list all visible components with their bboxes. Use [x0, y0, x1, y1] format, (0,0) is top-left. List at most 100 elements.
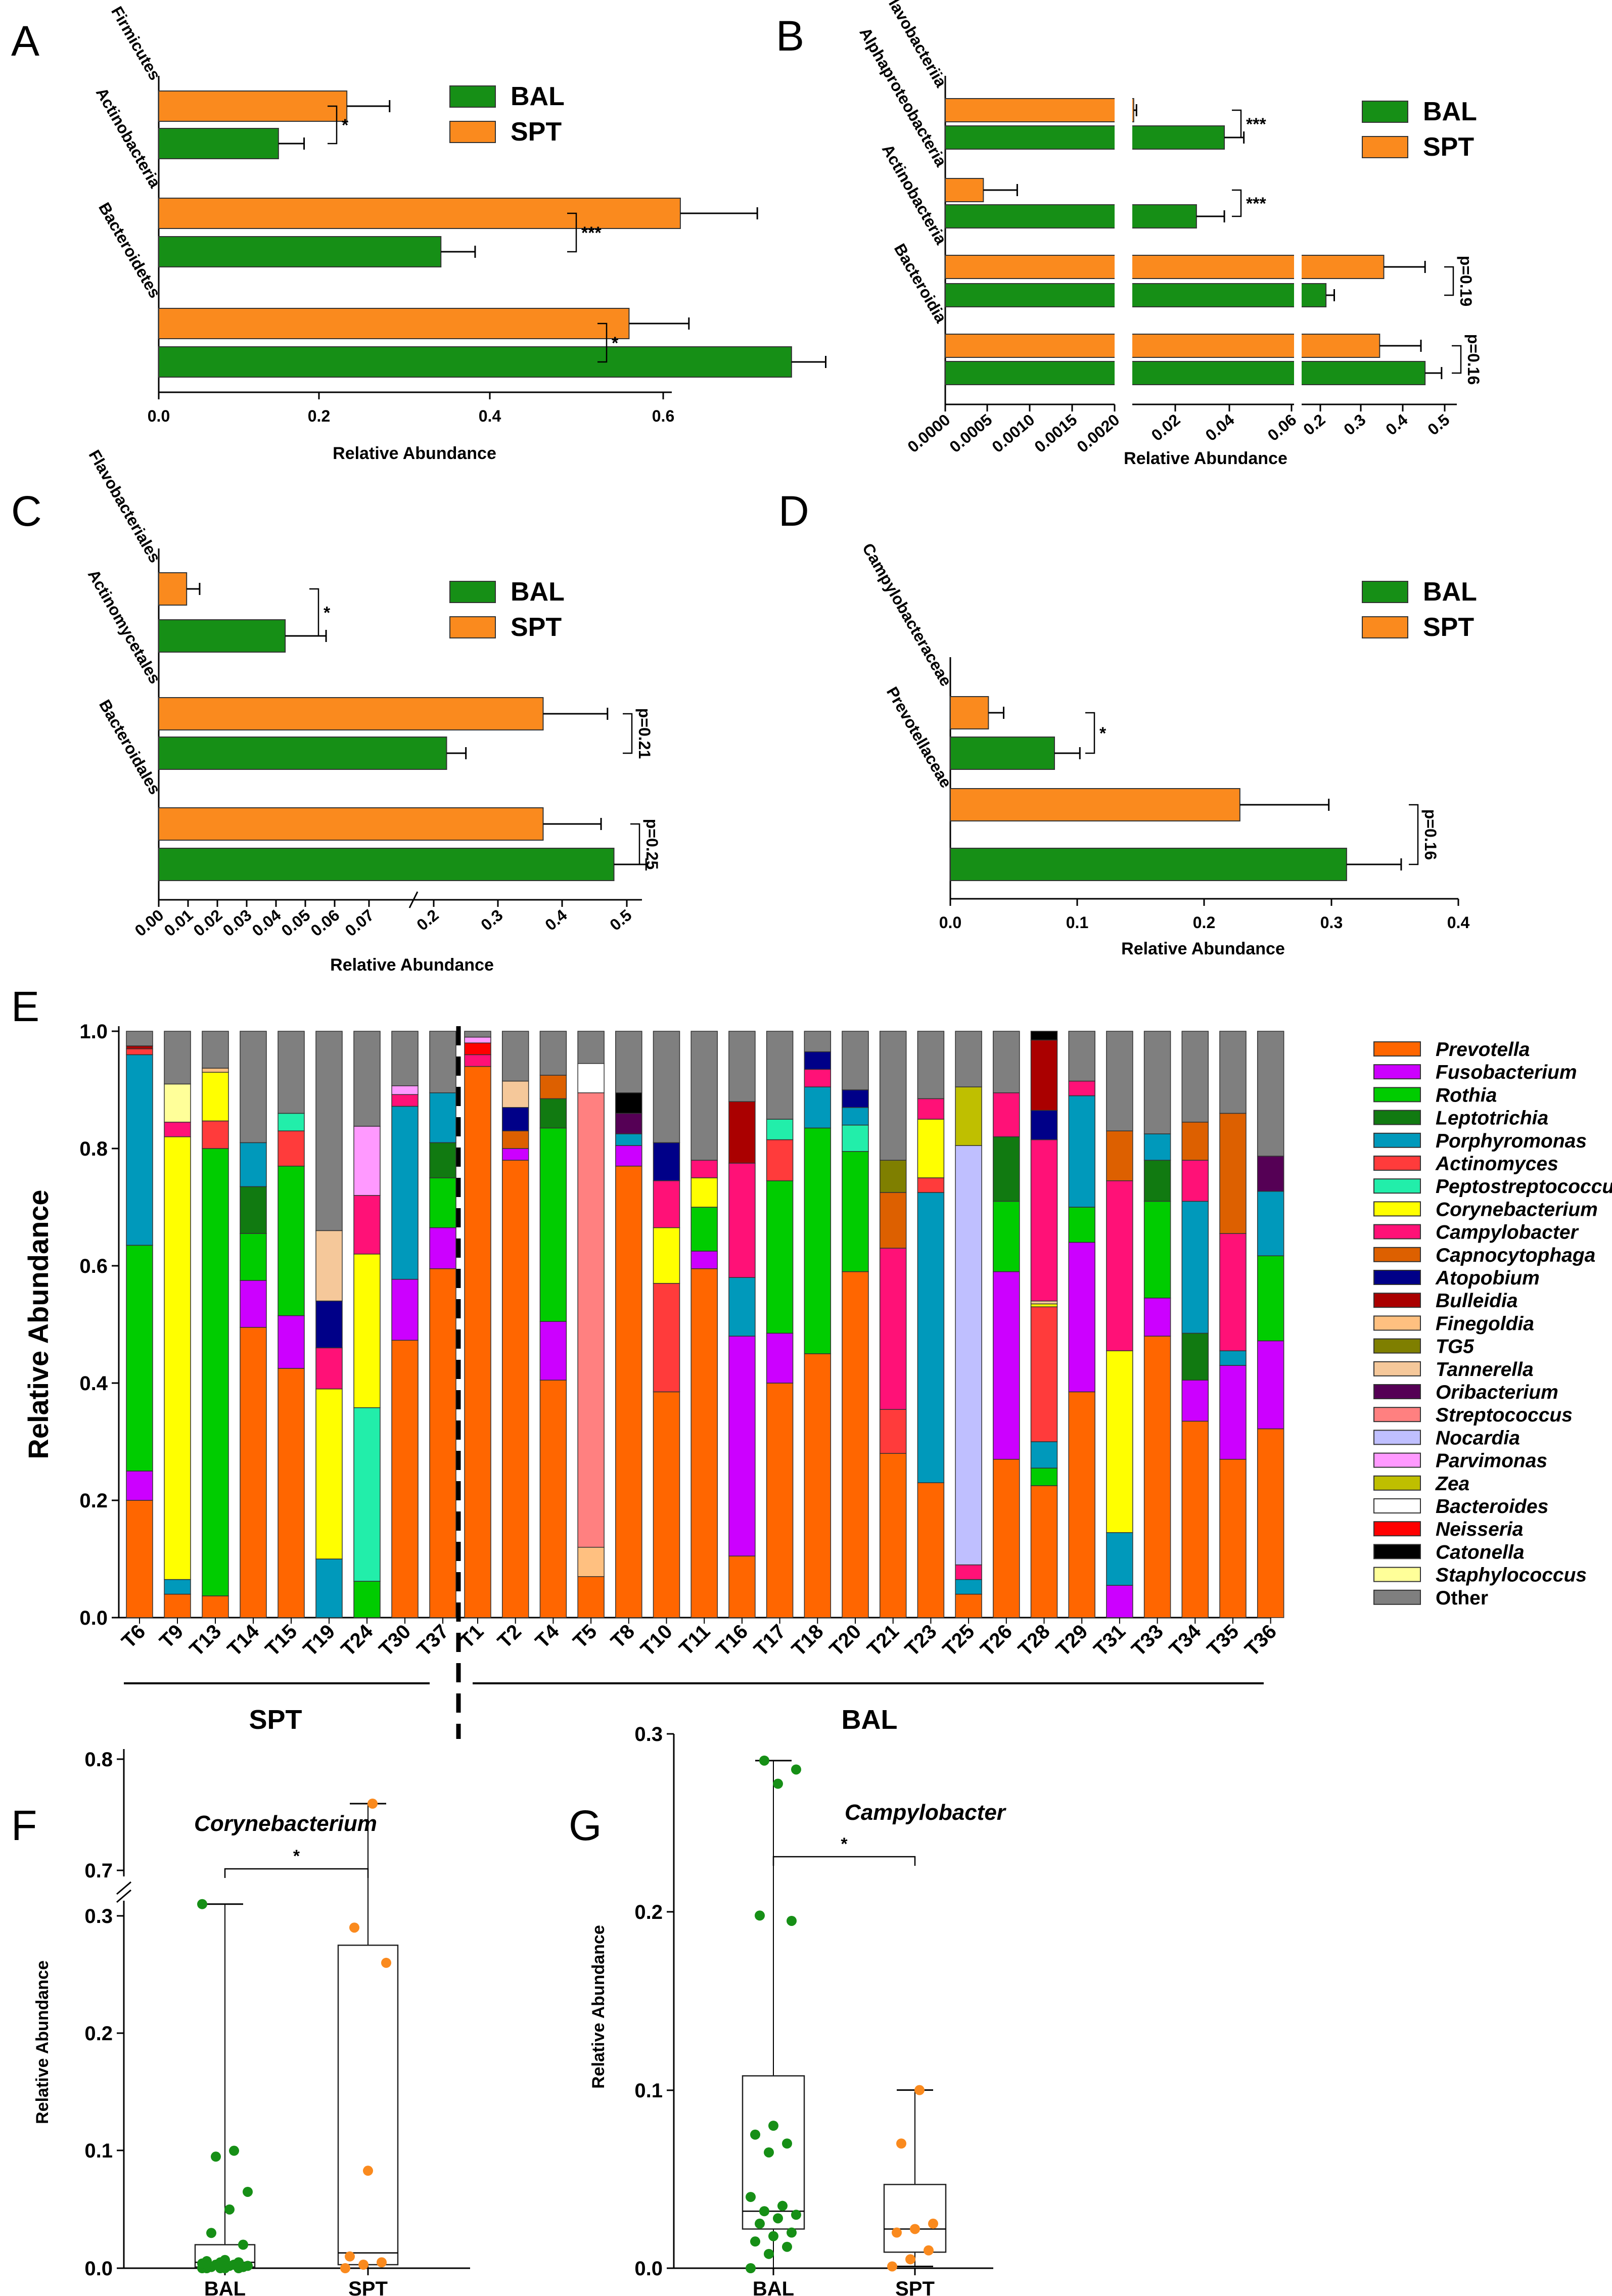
panel-E-segment-fusobacterium	[278, 1315, 305, 1369]
panel-G-data-point-spt	[910, 2224, 920, 2234]
panel-E-segment-campylobacter	[993, 1092, 1020, 1137]
panel-G-data-point-bal	[755, 1910, 765, 1921]
panel-E-legend-swatch-campylobacter	[1373, 1224, 1421, 1239]
panel-E-segment-prevotella	[804, 1353, 832, 1618]
panel-E-segment-capnocytophaga	[879, 1192, 907, 1249]
panel-E-segment-prevotella	[955, 1593, 982, 1618]
panel-D-category-label: Campylobacteraceae	[859, 540, 955, 689]
panel-B-significance-label: ***	[1246, 115, 1266, 134]
panel-E-segment-rothia	[278, 1166, 305, 1316]
panel-E-legend-label-finegoldia: Finegoldia	[1436, 1313, 1534, 1335]
panel-E-segment-leptotrichia	[1143, 1160, 1171, 1202]
panel-C-category-label: Bacteroidales	[96, 697, 164, 798]
panel-E-x-tick-label: T17	[750, 1620, 790, 1661]
panel-E-legend-swatch-parvimonas	[1373, 1452, 1421, 1468]
panel-E-segment-bacteroides	[577, 1063, 605, 1093]
panel-F-title: Corynebacterium	[194, 1811, 377, 1836]
panel-E-segment-rothia	[1030, 1467, 1058, 1486]
panel-G-data-point-bal	[787, 1915, 797, 1926]
panel-E-segment-other	[202, 1031, 229, 1069]
panel-B-bar-gap	[1115, 97, 1132, 124]
panel-G-data-point-spt	[887, 2261, 897, 2272]
panel-E-segment-porphyromonas	[1219, 1350, 1247, 1366]
panel-B-significance-bracket	[1452, 345, 1462, 374]
panel-E-segment-porphyromonas	[126, 1054, 153, 1246]
panel-E-segment-corynebacterium	[315, 1388, 343, 1559]
panel-E-segment-campylobacter	[917, 1098, 945, 1120]
panel-B-x-tick-label: 0.3	[1340, 410, 1369, 439]
panel-E-x-tick-label: T5	[569, 1620, 601, 1652]
panel-E-legend-swatch-other	[1373, 1589, 1421, 1605]
panel-E-segment-porphyromonas	[1106, 1532, 1133, 1586]
panel-G-data-point-bal	[746, 2263, 756, 2273]
panel-E-x-tick-label: T21	[863, 1620, 903, 1661]
panel-D-x-tick-label: 0.3	[1320, 913, 1343, 932]
panel-E-segment-rothia	[126, 1245, 153, 1472]
panel-F-x-tick-label: SPT	[348, 2278, 388, 2296]
panel-F-data-point-spt	[358, 2260, 369, 2270]
panel-F-y-tick-label: 0.1	[84, 2140, 113, 2162]
panel-E-segment-porphyromonas	[1068, 1095, 1095, 1208]
panel-E-x-tick-label: T35	[1203, 1620, 1243, 1661]
panel-B-bar-gap	[1294, 359, 1302, 387]
panel-A-x-tick-label: 0.0	[148, 407, 170, 425]
panel-label-C: C	[11, 487, 42, 535]
panel-G-x-tick-label: BAL	[753, 2278, 794, 2296]
panel-E-x-tick-label: T15	[261, 1620, 302, 1661]
panel-E-legend-swatch-prevotella	[1373, 1041, 1421, 1057]
panel-E-segment-other	[539, 1031, 567, 1076]
panel-E-y-tick-label: 0.4	[79, 1372, 108, 1395]
panel-C-x-tick-label: 0.06	[307, 906, 343, 940]
figure-root: A 0.0 0.2 0.4 0.6 Relative Abundance Firmicute…	[11, 0, 1612, 2296]
panel-E-segment-rothia	[1257, 1255, 1284, 1342]
panel-A-spt-bar	[158, 198, 681, 229]
panel-E-segment-rothia	[804, 1127, 832, 1354]
panel-G-y-tick-label: 0.1	[634, 2080, 663, 2102]
panel-E-segment-prevotella	[728, 1555, 756, 1618]
panel-E-segment-actinomyces	[202, 1120, 229, 1149]
panel-label-G: G	[569, 1802, 602, 1849]
panel-F-data-point-spt	[363, 2166, 373, 2176]
panel-F-y-tick-label: 0.0	[84, 2258, 113, 2280]
panel-E-segment-fusobacterium	[766, 1333, 794, 1384]
panel-A-x-axis-title: Relative Abundance	[333, 444, 496, 463]
panel-E-legend-label-zea: Zea	[1435, 1473, 1469, 1495]
panel-G-data-point-bal	[755, 2218, 765, 2229]
panel-G-data-point-spt	[892, 2227, 902, 2238]
panel-E-segment-campylobacter	[1106, 1180, 1133, 1351]
panel-E-segment-campylobacter	[955, 1564, 982, 1580]
panel-C-x-tick-label: 0.5	[606, 906, 635, 934]
panel-G-data-point-bal	[791, 1764, 801, 1775]
panel-A-legend-label-spt: SPT	[511, 117, 562, 147]
panel-D-legend-swatch-spt	[1362, 616, 1408, 638]
panel-F-box-spt	[337, 1944, 399, 2266]
panel-E-segment-capnocytophaga	[501, 1130, 529, 1149]
panel-E-segment-corynebacterium	[917, 1119, 945, 1178]
panel-E-segment-corynebacterium	[164, 1136, 191, 1580]
panel-D-legend-label-spt: SPT	[1423, 613, 1474, 642]
panel-F-data-point-bal	[197, 1899, 207, 1909]
panel-E-segment-peptostreptococcus	[766, 1119, 794, 1140]
panel-F-y-tick-label: 0.3	[84, 1905, 113, 1927]
panel-E-segment-prevotella	[993, 1459, 1020, 1618]
panel-E-segment-peptostreptococcus	[353, 1407, 381, 1582]
panel-B-significance-bracket	[1444, 266, 1454, 296]
panel-G-data-point-bal	[746, 2192, 756, 2202]
panel-E-segment-fusobacterium	[1181, 1380, 1209, 1422]
panel-E-segment-capnocytophaga	[539, 1075, 567, 1099]
panel-B-x-tick-label: 0.04	[1202, 410, 1238, 445]
panel-C-x-tick-label: 0.04	[249, 906, 285, 940]
panel-B-x-tick-label: 0.2	[1300, 410, 1328, 439]
panel-D-significance-bracket	[1085, 712, 1095, 754]
panel-E-segment-prevotella	[1068, 1391, 1095, 1618]
panel-E-segment-prevotella	[1219, 1459, 1247, 1618]
panel-C-category-label: Flavobacteriales	[85, 447, 165, 566]
panel-E-segment-tg5	[879, 1160, 907, 1193]
panel-E-segment-prevotella	[126, 1500, 153, 1618]
panel-G-data-point-bal	[777, 2200, 788, 2211]
panel-E-segment-prevotella	[1257, 1428, 1284, 1618]
panel-E-segment-fusobacterium	[615, 1145, 642, 1167]
panel-E-legend-swatch-bulleidia	[1373, 1293, 1421, 1308]
panel-E-segment-tannerella	[315, 1230, 343, 1302]
panel-E-segment-other	[993, 1031, 1020, 1093]
